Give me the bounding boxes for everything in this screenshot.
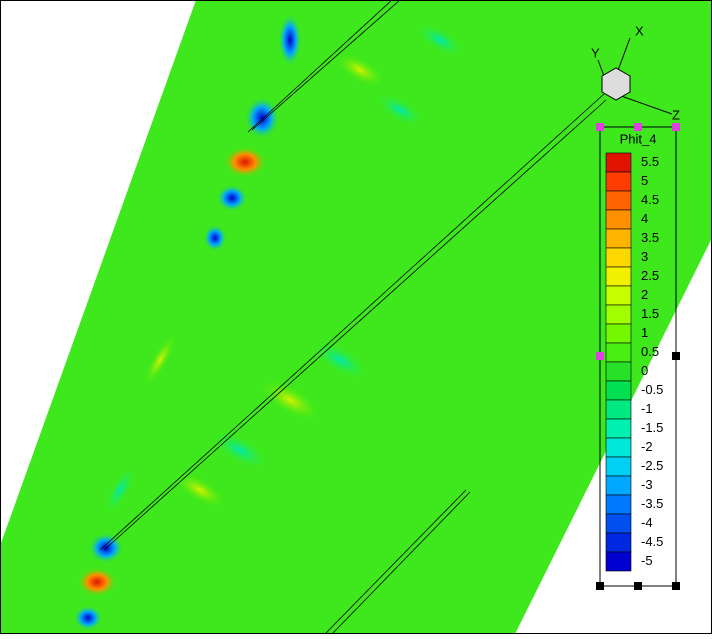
legend-level-label: -3 xyxy=(641,477,653,492)
legend-level-label: -2 xyxy=(641,439,653,454)
legend-swatch xyxy=(605,399,632,420)
blade xyxy=(324,489,471,635)
legend-handle xyxy=(596,582,604,590)
legend-level-label: 3 xyxy=(641,249,648,264)
legend-swatch xyxy=(605,513,632,534)
legend-swatch xyxy=(605,152,632,173)
axis-label: Z xyxy=(672,107,680,122)
axis-cube xyxy=(601,67,631,101)
legend-level-label: 4 xyxy=(641,211,648,226)
contour-blob xyxy=(223,146,267,178)
legend-swatch xyxy=(605,437,632,458)
contour-blob xyxy=(203,224,227,252)
legend-swatch xyxy=(605,323,632,344)
legend-level-label: -2.5 xyxy=(641,458,663,473)
contour-blob xyxy=(413,21,467,59)
legend-swatch xyxy=(605,456,632,477)
contour-blob xyxy=(278,12,302,68)
legend-level-label: 2 xyxy=(641,287,648,302)
legend-level-label: 1.5 xyxy=(641,306,659,321)
legend-level-label: 5 xyxy=(641,173,648,188)
legend-swatch xyxy=(605,228,632,249)
contour-blob xyxy=(216,184,248,212)
legend-handle xyxy=(596,352,604,360)
axis-triad: X Y Z xyxy=(591,23,680,122)
legend-level-label: 5.5 xyxy=(641,154,659,169)
legend-handle xyxy=(596,123,604,131)
contour-blob xyxy=(102,463,138,517)
legend-swatch xyxy=(605,247,632,268)
legend-level-label: 2.5 xyxy=(641,268,659,283)
contour-blob xyxy=(335,52,385,88)
legend-handle xyxy=(634,123,642,131)
legend-swatch xyxy=(605,171,632,192)
legend-level-label: -5 xyxy=(641,553,653,568)
legend-swatch xyxy=(605,418,632,439)
legend-swatch xyxy=(605,380,632,401)
contour-blob xyxy=(308,338,372,382)
legend-level-label: -0.5 xyxy=(641,382,663,397)
legend-handle xyxy=(634,582,642,590)
legend-level-label: 1 xyxy=(641,325,648,340)
legend-swatch xyxy=(605,342,632,363)
legend-swatch xyxy=(605,361,632,382)
axis-label: Y xyxy=(591,45,600,60)
contour-blob xyxy=(208,428,272,472)
legend-level-label: -4 xyxy=(641,515,653,530)
legend-level-label: 0.5 xyxy=(641,344,659,359)
legend-swatch xyxy=(605,285,632,306)
legend-level-label: -3.5 xyxy=(641,496,663,511)
blade xyxy=(99,93,607,551)
legend-handle xyxy=(672,582,680,590)
contour-blob xyxy=(143,333,177,387)
contour-blob xyxy=(73,605,103,631)
legend: Phit_4 5.5 5 4.5 4 3.5 3 2.5 2 1.5 1 0.5 0 -0.5 -1 -1.… xyxy=(596,123,680,590)
legend-swatch xyxy=(605,190,632,211)
legend-handle xyxy=(672,123,680,131)
axis-label: X xyxy=(635,23,644,38)
legend-level-label: 0 xyxy=(641,363,648,378)
legend-level-label: -1 xyxy=(641,401,653,416)
legend-swatch xyxy=(605,304,632,325)
blades xyxy=(99,0,607,635)
legend-level-label: 4.5 xyxy=(641,192,659,207)
legend-level-label: 3.5 xyxy=(641,230,659,245)
contour-blob xyxy=(173,471,227,509)
contour-blob xyxy=(244,96,280,140)
legend-swatch xyxy=(605,494,632,515)
legend-level-label: -1.5 xyxy=(641,420,663,435)
legend-swatch xyxy=(605,209,632,230)
contour-blob xyxy=(258,378,322,422)
legend-handle xyxy=(672,352,680,360)
contour-blob xyxy=(77,567,117,597)
legend-swatch xyxy=(605,475,632,496)
legend-level-label: -4.5 xyxy=(641,534,663,549)
legend-swatch xyxy=(605,266,632,287)
legend-swatch xyxy=(605,532,632,553)
legend-swatch xyxy=(605,551,632,572)
blade xyxy=(247,0,401,133)
legend-title: Phit_4 xyxy=(620,131,657,146)
contour-blob xyxy=(373,91,427,129)
